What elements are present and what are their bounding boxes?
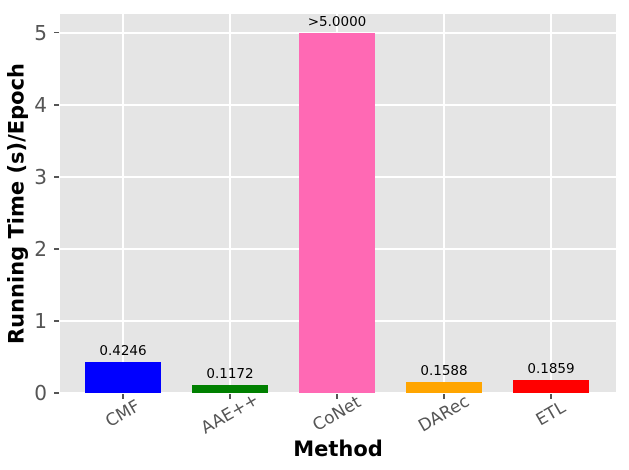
y-tick-mark — [54, 31, 59, 34]
x-tick-mark — [122, 394, 124, 399]
grid-line-vertical — [122, 14, 124, 393]
x-axis-label: Method — [293, 437, 383, 461]
x-tick-mark — [550, 394, 552, 399]
grid-line-horizontal — [60, 392, 616, 394]
bar-value-label: 0.1172 — [206, 365, 254, 382]
x-tick-mark — [336, 394, 338, 399]
y-tick-label: 0 — [34, 381, 47, 405]
y-tick-label: 5 — [34, 20, 47, 45]
y-tick-mark — [54, 248, 59, 250]
bar-etl — [513, 379, 589, 393]
plot-area: 0.4246 0.1172 >5.0000 0.1588 0.1859 — [60, 13, 616, 394]
bar-value-label: 0.1588 — [420, 362, 468, 379]
y-tick-label: 1 — [34, 308, 47, 333]
y-tick-mark — [54, 320, 59, 322]
bar-darec — [406, 381, 482, 393]
y-tick-mark — [54, 104, 59, 106]
grid-line-vertical — [229, 14, 231, 393]
grid-line-vertical — [443, 14, 445, 393]
y-tick-mark — [54, 392, 59, 394]
y-tick-mark — [54, 176, 59, 178]
bar-value-label: 0.1859 — [527, 360, 575, 377]
bar-cmf — [85, 362, 161, 393]
grid-line-vertical — [550, 14, 552, 393]
y-tick-label: 2 — [34, 236, 47, 261]
y-tick-label: 3 — [34, 164, 47, 189]
x-tick-mark — [229, 394, 231, 399]
y-tick-label: 4 — [34, 92, 47, 117]
bar-value-label: >5.0000 — [307, 13, 367, 30]
bar-value-label: 0.4246 — [99, 343, 147, 360]
x-tick-mark — [443, 394, 445, 399]
bar-conet — [299, 32, 375, 393]
bar-aae — [192, 384, 268, 393]
